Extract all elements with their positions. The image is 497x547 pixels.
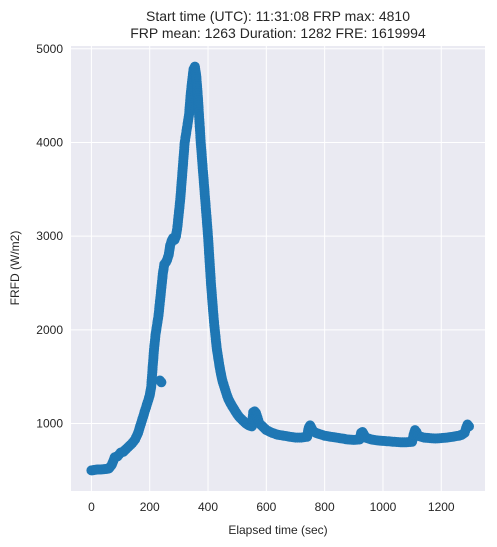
- y-tick-label: 3000: [36, 229, 63, 243]
- x-tick-label: 200: [140, 500, 160, 514]
- data-points: [86, 61, 474, 476]
- y-tick-label: 2000: [36, 323, 63, 337]
- chart-title-line2: FRP mean: 1263 Duration: 1282 FRE: 16199…: [130, 25, 426, 41]
- x-tick-label: 600: [256, 500, 276, 514]
- y-tick-label: 1000: [36, 417, 63, 431]
- data-point: [156, 377, 167, 388]
- y-axis-label: FRFD (W/m2): [8, 231, 22, 306]
- grid: [71, 46, 485, 491]
- plot-background: [71, 46, 485, 491]
- y-tick-label: 5000: [36, 42, 63, 56]
- y-tick-labels: 1000 2000 3000 4000 5000: [36, 42, 63, 431]
- x-tick-label: 0: [88, 500, 95, 514]
- x-tick-label: 800: [315, 500, 335, 514]
- x-tick-label: 1200: [428, 500, 455, 514]
- y-tick-label: 4000: [36, 135, 63, 149]
- x-axis-label: Elapsed time (sec): [228, 523, 327, 537]
- data-point: [464, 421, 474, 432]
- chart-title-line1: Start time (UTC): 11:31:08 FRP max: 4810: [146, 8, 410, 24]
- x-tick-label: 1000: [370, 500, 397, 514]
- x-tick-label: 400: [198, 500, 218, 514]
- x-tick-labels: 0 200 400 600 800 1000 1200: [88, 500, 455, 514]
